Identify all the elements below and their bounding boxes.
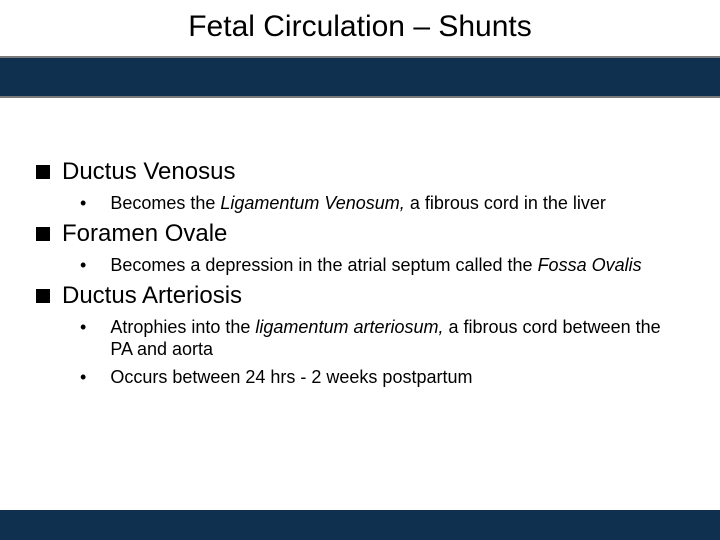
bullet-l2: • Becomes the Ligamentum Venosum, a fibr… [80,192,680,214]
text-em: ligamentum arteriosum, [255,317,443,337]
square-bullet-icon [36,227,50,241]
slide-title: Fetal Circulation – Shunts [0,10,720,56]
text-em: Fossa Ovalis [538,255,642,275]
slide-content: Ductus Venosus • Becomes the Ligamentum … [36,158,680,394]
bullet-l1: Foramen Ovale [36,220,680,248]
dot-bullet-icon: • [80,192,86,214]
text-em: Ligamentum Venosum, [220,193,404,213]
l1-heading: Ductus Venosus [62,158,235,186]
text-pre: Becomes the [110,193,220,213]
text-pre: Atrophies into the [110,317,255,337]
dot-bullet-icon: • [80,316,86,338]
l2-text: Becomes a depression in the atrial septu… [110,254,641,276]
bullet-l2: • Becomes a depression in the atrial sep… [80,254,680,276]
footer-band [0,510,720,540]
dot-bullet-icon: • [80,254,86,276]
l1-heading: Ductus Arteriosis [62,282,242,310]
slide: Fetal Circulation – Shunts Ductus Venosu… [0,0,720,540]
text-pre: Occurs between 24 hrs - 2 weeks postpart… [110,367,472,387]
bullet-l1: Ductus Venosus [36,158,680,186]
bullet-l2: • Atrophies into the ligamentum arterios… [80,316,680,360]
slide-header: Fetal Circulation – Shunts [0,0,720,98]
l2-text: Atrophies into the ligamentum arteriosum… [110,316,680,360]
text-pre: Becomes a depression in the atrial septu… [110,255,537,275]
bullet-l1: Ductus Arteriosis [36,282,680,310]
dot-bullet-icon: • [80,366,86,388]
text-post: a fibrous cord in the liver [405,193,606,213]
square-bullet-icon [36,165,50,179]
l2-text: Becomes the Ligamentum Venosum, a fibrou… [110,192,606,214]
l2-text: Occurs between 24 hrs - 2 weeks postpart… [110,366,472,388]
square-bullet-icon [36,289,50,303]
l1-heading: Foramen Ovale [62,220,227,248]
bullet-l2: • Occurs between 24 hrs - 2 weeks postpa… [80,366,680,388]
header-band [0,56,720,98]
